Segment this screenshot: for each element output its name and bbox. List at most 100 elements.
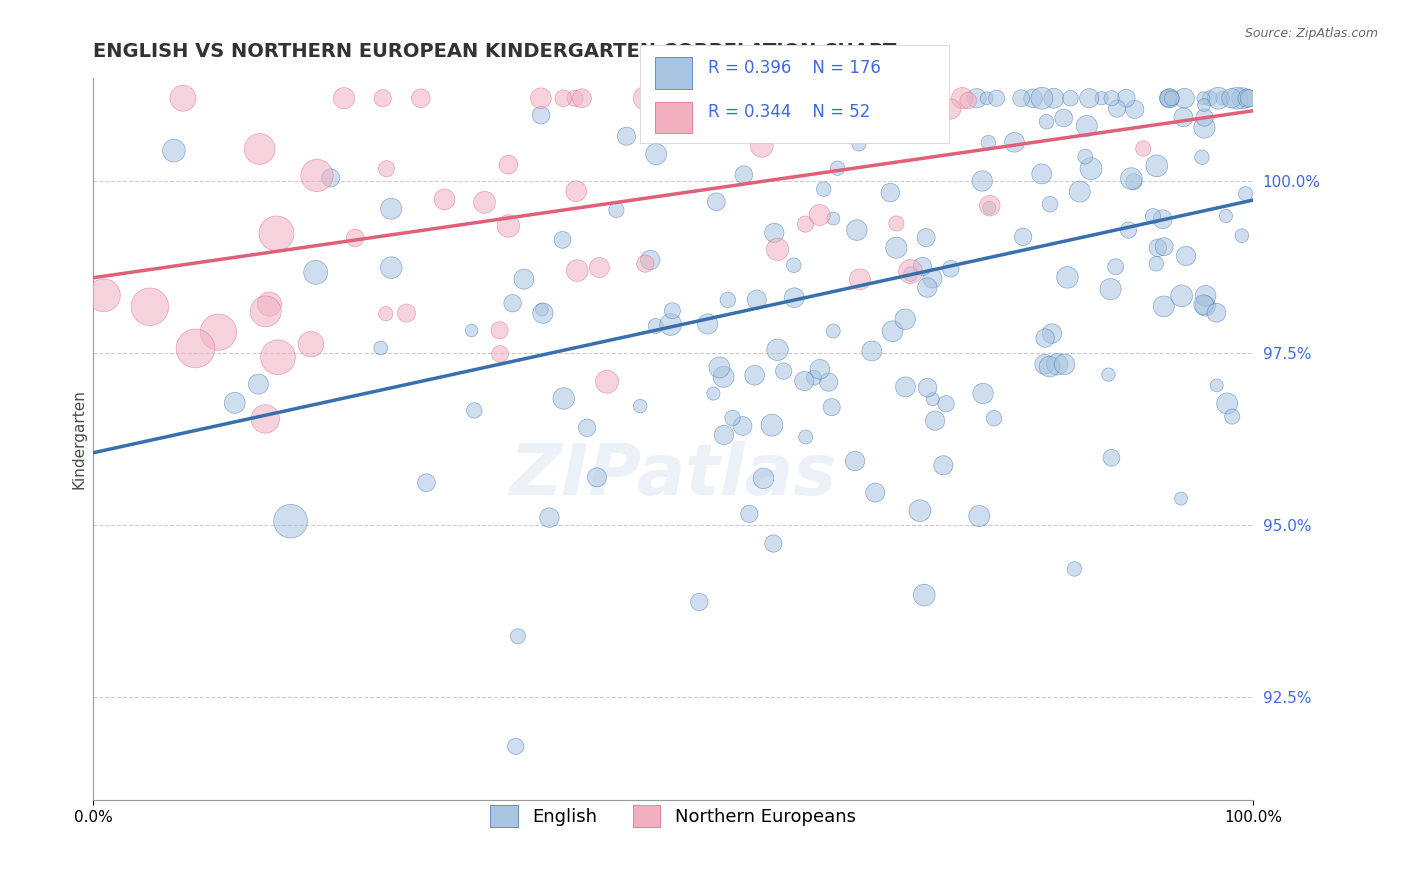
Point [1173,91,1195,105]
Point [254,304,277,318]
Point [910,109,932,123]
Point [977,136,1000,150]
Point [688,595,710,609]
Point [1175,249,1198,263]
Point [1033,331,1056,345]
Point [207,325,229,339]
Point [93,288,115,302]
Point [733,168,755,182]
Point [1074,150,1097,164]
Point [870,91,893,105]
Point [380,202,402,216]
Point [745,293,768,307]
Point [588,260,610,275]
Point [498,219,520,233]
Point [848,136,870,151]
Point [374,307,396,321]
Point [738,507,761,521]
Bar [655,57,692,88]
Point [1123,103,1146,117]
Point [249,142,271,156]
Point [983,411,1005,425]
Point [1153,300,1175,314]
Point [979,201,1001,215]
Point [692,91,714,105]
Point [827,161,849,176]
Point [1069,185,1091,199]
Y-axis label: Kindergarten: Kindergarten [72,389,86,489]
Point [713,369,735,384]
Point [1152,212,1174,227]
Point [845,223,868,237]
Point [717,293,740,307]
Point [1121,171,1143,186]
Point [433,192,456,206]
Point [1010,91,1032,105]
Point [1159,91,1181,105]
Point [1033,357,1056,371]
Point [1192,298,1215,312]
Point [505,739,527,754]
Point [766,343,789,357]
Point [498,158,520,172]
Point [751,139,773,153]
Point [939,102,962,116]
Point [280,514,302,528]
Point [489,347,512,361]
Point [299,337,322,351]
Legend: English, Northern Europeans: English, Northern Europeans [484,798,863,835]
Point [912,588,935,602]
Point [1236,91,1258,105]
Point [1031,167,1053,181]
Point [380,260,402,275]
Point [586,470,609,484]
Point [1105,102,1128,116]
Point [531,302,554,317]
Point [596,375,619,389]
Point [917,381,939,395]
Point [460,324,482,338]
Point [616,129,638,144]
Point [661,303,683,318]
Point [1194,289,1216,303]
Point [915,230,938,244]
Point [882,324,904,338]
Point [704,194,727,209]
Point [553,392,575,406]
Point [1159,91,1181,105]
Point [1220,91,1243,105]
Point [821,401,844,415]
Point [1132,142,1154,156]
Text: Source: ZipAtlas.com: Source: ZipAtlas.com [1244,27,1378,40]
Point [530,108,553,122]
Point [849,272,872,286]
Point [371,91,394,105]
Point [900,264,922,278]
Point [224,396,246,410]
Point [844,454,866,468]
Point [921,271,943,285]
Point [823,211,845,226]
Point [783,291,806,305]
Point [897,91,920,105]
Point [344,231,367,245]
Point [894,380,917,394]
Point [1122,175,1144,189]
Point [553,91,575,105]
Point [1115,91,1137,105]
Point [1208,91,1230,105]
Text: R = 0.344    N = 52: R = 0.344 N = 52 [707,103,870,121]
Point [879,186,901,200]
Point [1038,359,1060,374]
Point [254,412,277,426]
Point [803,370,825,384]
Point [1237,91,1260,105]
Point [1012,230,1035,244]
Point [924,414,946,428]
Point [305,169,328,183]
Point [565,184,588,198]
Point [1153,240,1175,254]
Point [921,392,943,407]
Point [1194,111,1216,125]
Point [911,260,934,274]
